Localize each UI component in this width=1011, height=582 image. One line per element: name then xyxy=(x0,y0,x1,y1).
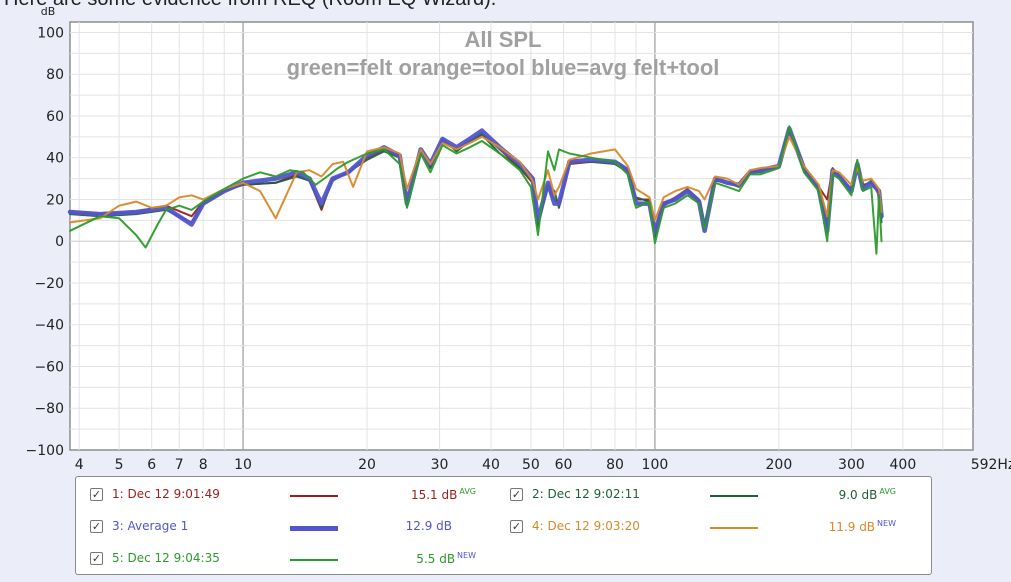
legend-value-text: 12.9 dB xyxy=(405,519,452,533)
legend-value-text: 11.9 dB xyxy=(828,520,876,534)
x-tick-label: 5 xyxy=(115,457,124,473)
legend-value: 15.1 dB AVG xyxy=(411,487,476,502)
x-tick-label: 60 xyxy=(555,457,573,473)
page-caption: Here are some evidence from REQ (Room EQ… xyxy=(4,0,496,11)
legend-entry: ✓ 3: Average 1 12.9 dB xyxy=(90,518,476,538)
legend-value: 12.9 dB xyxy=(406,519,476,533)
legend-tag: NEW xyxy=(457,551,476,560)
x-tick-label: 592Hz xyxy=(971,457,1011,473)
legend-swatch xyxy=(710,495,758,497)
legend-checkbox[interactable]: ✓ xyxy=(90,552,103,565)
legend-swatch xyxy=(710,527,758,529)
legend-label: 5: Dec 12 9:04:35 xyxy=(112,551,220,565)
legend-entry: ✓ 4: Dec 12 9:03:20 11.9 dB NEW xyxy=(510,518,896,538)
legend-tag: AVG xyxy=(879,487,896,496)
x-tick-label: 100 xyxy=(642,457,669,473)
legend-value: 9.0 dB AVG xyxy=(839,487,896,502)
legend-label: 2: Dec 12 9:02:11 xyxy=(532,487,640,501)
x-tick-label: 4 xyxy=(75,457,84,473)
legend-entry: ✓ 2: Dec 12 9:02:11 9.0 dB AVG xyxy=(510,486,896,506)
legend-label: 4: Dec 12 9:03:20 xyxy=(532,519,640,533)
y-tick-label: 60 xyxy=(46,109,64,125)
x-tick-label: 40 xyxy=(482,457,500,473)
chart-subtitle: green=felt orange=tool blue=avg felt+too… xyxy=(287,55,720,80)
plot-area[interactable] xyxy=(69,21,974,451)
legend-label: 1: Dec 12 9:01:49 xyxy=(112,487,220,501)
legend-value: 11.9 dB NEW xyxy=(829,519,896,534)
x-tick-label: 300 xyxy=(838,457,865,473)
legend-entry: ✓ 1: Dec 12 9:01:49 15.1 dB AVG xyxy=(90,486,476,506)
x-tick-label: 200 xyxy=(766,457,793,473)
y-tick-label: 0 xyxy=(55,234,64,250)
x-tick-label: 80 xyxy=(606,457,624,473)
legend-swatch xyxy=(290,525,338,531)
y-tick-label: 40 xyxy=(46,151,64,167)
y-tick-label: −100 xyxy=(26,443,64,459)
y-tick-label: 20 xyxy=(46,192,64,208)
legend-checkbox[interactable]: ✓ xyxy=(510,488,523,501)
y-tick-label: −20 xyxy=(34,276,64,292)
legend-value: 5.5 dB NEW xyxy=(416,551,476,566)
legend-checkbox[interactable]: ✓ xyxy=(90,520,103,533)
x-tick-label: 10 xyxy=(234,457,252,473)
legend-value-text: 5.5 dB xyxy=(416,552,456,566)
x-tick-label: 400 xyxy=(890,457,917,473)
y-tick-label: 100 xyxy=(37,25,64,41)
y-tick-label: −80 xyxy=(34,401,64,417)
y-tick-label: −40 xyxy=(34,318,64,334)
legend-swatch xyxy=(290,559,338,561)
legend-swatch xyxy=(290,495,338,497)
legend-value-text: 9.0 dB xyxy=(838,488,878,502)
grid-lines xyxy=(70,22,973,450)
x-tick-label: 30 xyxy=(431,457,449,473)
x-tick-label: 50 xyxy=(522,457,540,473)
x-tick-label: 20 xyxy=(358,457,376,473)
legend-checkbox[interactable]: ✓ xyxy=(90,488,103,501)
x-tick-label: 8 xyxy=(199,457,208,473)
legend: ✓ 1: Dec 12 9:01:49 15.1 dB AVG ✓ 2: Dec 12 9… xyxy=(75,476,932,575)
series-lines xyxy=(67,125,884,255)
y-tick-label: −60 xyxy=(34,359,64,375)
legend-tag: AVG xyxy=(459,487,476,496)
series-line xyxy=(69,125,883,255)
legend-value-text: 15.1 dB xyxy=(410,488,458,502)
x-tick-label: 6 xyxy=(147,457,156,473)
y-axis-label: dB xyxy=(41,5,56,18)
legend-label: 3: Average 1 xyxy=(112,519,189,533)
legend-checkbox[interactable]: ✓ xyxy=(510,520,523,533)
legend-tag: NEW xyxy=(877,519,896,528)
chart-title: All SPL xyxy=(464,27,541,52)
legend-entry: ✓ 5: Dec 12 9:04:35 5.5 dB NEW xyxy=(90,550,476,570)
x-tick-label: 7 xyxy=(175,457,184,473)
y-tick-label: 80 xyxy=(46,67,64,83)
